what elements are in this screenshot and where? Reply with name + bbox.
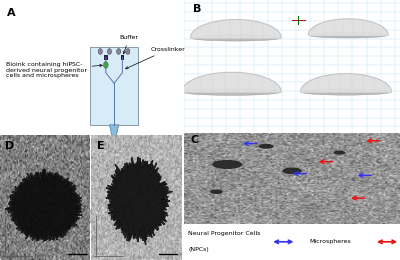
- Polygon shape: [110, 125, 119, 138]
- Circle shape: [104, 62, 108, 68]
- Polygon shape: [182, 72, 281, 92]
- Text: (NPCs): (NPCs): [188, 247, 209, 252]
- Polygon shape: [132, 209, 144, 214]
- FancyBboxPatch shape: [74, 210, 154, 222]
- Text: Buffer: Buffer: [120, 35, 139, 54]
- FancyBboxPatch shape: [90, 47, 138, 125]
- Text: A: A: [7, 8, 16, 18]
- Bar: [104, 55, 108, 60]
- Text: C: C: [190, 135, 199, 145]
- Text: Microspheres: Microspheres: [309, 239, 351, 244]
- Polygon shape: [308, 19, 388, 35]
- Text: Bioink containing hiPSC-
derived neural progenitor
cells and microspheres: Bioink containing hiPSC- derived neural …: [6, 62, 102, 79]
- Text: B: B: [193, 4, 201, 14]
- Circle shape: [108, 49, 112, 54]
- Ellipse shape: [258, 144, 274, 149]
- Ellipse shape: [190, 35, 281, 41]
- Polygon shape: [5, 169, 82, 241]
- Text: Crosslinker: Crosslinker: [126, 47, 186, 69]
- Ellipse shape: [210, 190, 223, 194]
- Polygon shape: [301, 74, 391, 92]
- Text: Neural Progenitor Cells: Neural Progenitor Cells: [188, 231, 261, 236]
- Bar: [112, 138, 116, 192]
- Text: D: D: [5, 141, 15, 151]
- Text: E: E: [97, 141, 104, 151]
- Ellipse shape: [182, 88, 281, 95]
- Circle shape: [126, 49, 130, 54]
- Ellipse shape: [308, 32, 388, 38]
- Circle shape: [98, 49, 102, 54]
- Ellipse shape: [282, 167, 302, 174]
- Ellipse shape: [334, 151, 346, 155]
- Polygon shape: [106, 157, 173, 245]
- Ellipse shape: [98, 211, 108, 217]
- Bar: [120, 55, 124, 60]
- Ellipse shape: [212, 160, 242, 169]
- Circle shape: [117, 49, 121, 54]
- Polygon shape: [190, 20, 281, 38]
- Ellipse shape: [301, 89, 391, 95]
